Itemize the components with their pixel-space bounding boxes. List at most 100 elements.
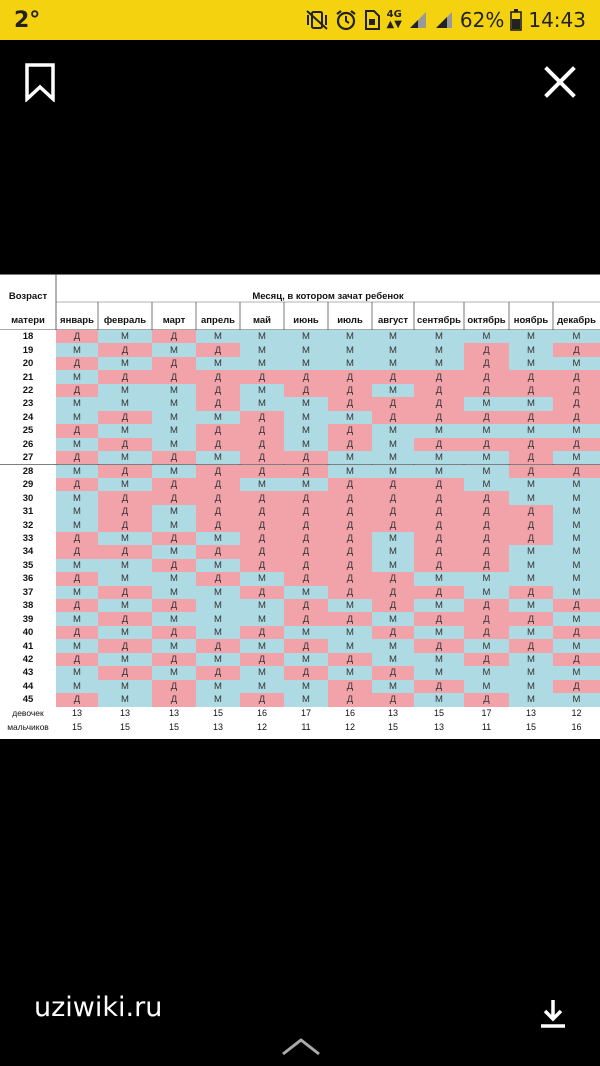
age-cell: 38: [0, 599, 56, 613]
status-icons: 4G ▲▼ 62% 14:43: [305, 8, 586, 32]
boy-cell: М: [509, 693, 553, 707]
girl-cell: Д: [328, 424, 372, 438]
boy-cell: М: [553, 504, 600, 519]
boy-cell: М: [372, 612, 414, 626]
boy-cell: М: [56, 612, 98, 626]
girl-cell: Д: [284, 464, 328, 478]
girl-cell: Д: [414, 558, 464, 573]
boy-cell: М: [464, 330, 509, 344]
boy-cell: М: [553, 639, 600, 653]
girl-cell: Д: [196, 464, 240, 478]
girl-cell: Д: [240, 545, 284, 559]
boy-cell: М: [509, 545, 553, 559]
boy-cell: М: [56, 558, 98, 573]
girl-cell: Д: [372, 625, 414, 640]
girl-cell: Д: [372, 666, 414, 680]
boy-cell: М: [196, 410, 240, 425]
girl-cell: Д: [464, 370, 509, 384]
boy-cell: М: [414, 625, 464, 640]
girl-cell: Д: [56, 330, 98, 344]
boy-cell: М: [152, 464, 196, 478]
girl-cell: Д: [509, 585, 553, 599]
boy-cell: М: [240, 679, 284, 694]
month-header: ноябрь: [513, 314, 549, 326]
girl-cell: Д: [328, 693, 372, 707]
boy-cell: М: [414, 330, 464, 344]
girl-cell: Д: [98, 437, 152, 452]
boy-cell: М: [152, 504, 196, 519]
girl-cell: Д: [414, 477, 464, 492]
age-cell: 42: [0, 652, 56, 667]
month-header: февраль: [103, 314, 147, 326]
girl-cell: Д: [284, 451, 328, 465]
boys-total-value: 11: [284, 720, 328, 734]
close-icon[interactable]: [540, 62, 580, 102]
girl-cell: Д: [152, 531, 196, 546]
boys-total-value: 12: [328, 720, 372, 734]
chevron-up-icon[interactable]: [279, 1034, 323, 1058]
girl-cell: Д: [509, 383, 553, 398]
boy-cell: М: [152, 666, 196, 680]
boy-cell: М: [56, 504, 98, 519]
month-header: март: [162, 314, 186, 326]
girl-cell: Д: [372, 410, 414, 425]
girl-cell: Д: [240, 437, 284, 452]
boy-cell: М: [196, 330, 240, 344]
girl-cell: Д: [98, 464, 152, 478]
girl-cell: Д: [196, 424, 240, 438]
boys-total-label: мальчиков: [0, 720, 56, 734]
boy-cell: М: [152, 612, 196, 626]
boy-cell: М: [509, 599, 553, 613]
boy-cell: М: [553, 424, 600, 438]
boy-cell: М: [98, 693, 152, 707]
boy-cell: М: [553, 491, 600, 505]
girl-cell: Д: [284, 558, 328, 573]
month-header: декабрь: [557, 314, 596, 326]
girl-cell: Д: [553, 370, 600, 384]
boy-cell: М: [553, 572, 600, 586]
girl-cell: Д: [56, 451, 98, 465]
girl-cell: Д: [98, 612, 152, 626]
girl-cell: Д: [464, 504, 509, 519]
bookmark-icon[interactable]: [22, 62, 58, 102]
boys-total-value: 16: [553, 720, 600, 734]
age-cell: 21: [0, 370, 56, 384]
age-cell: 19: [0, 343, 56, 357]
girl-cell: Д: [328, 612, 372, 626]
girl-cell: Д: [240, 585, 284, 599]
girl-cell: Д: [328, 572, 372, 586]
conception-table-image[interactable]: Возраст Месяц, в котором зачат ребенок мат…: [0, 274, 600, 739]
header-month-title: Месяц, в котором зачат ребенок: [252, 290, 404, 302]
boy-cell: М: [372, 343, 414, 357]
girls-total-value: 12: [553, 706, 600, 721]
girl-cell: Д: [152, 356, 196, 371]
weather-temperature: 2°: [14, 7, 41, 33]
boy-cell: М: [553, 666, 600, 680]
girl-cell: Д: [328, 679, 372, 694]
girls-total-value: 13: [509, 706, 553, 721]
girl-cell: Д: [414, 504, 464, 519]
girl-cell: Д: [284, 599, 328, 613]
girl-cell: Д: [509, 464, 553, 478]
boy-cell: М: [509, 572, 553, 586]
girl-cell: Д: [56, 531, 98, 546]
girl-cell: Д: [509, 451, 553, 465]
girl-cell: Д: [553, 410, 600, 425]
boy-cell: М: [284, 585, 328, 599]
source-site-label[interactable]: uziwiki.ru: [34, 992, 163, 1023]
boy-cell: М: [152, 545, 196, 559]
boy-cell: М: [152, 585, 196, 599]
boys-total-value: 11: [464, 720, 509, 734]
boy-cell: М: [553, 545, 600, 559]
boy-cell: М: [240, 477, 284, 492]
boy-cell: М: [240, 612, 284, 626]
download-icon[interactable]: [536, 996, 570, 1030]
girl-cell: Д: [196, 383, 240, 398]
boy-cell: М: [414, 652, 464, 667]
alarm-icon: [335, 10, 356, 31]
month-header: сентябрь: [416, 314, 461, 326]
girl-cell: Д: [152, 599, 196, 613]
boys-total-value: 15: [56, 720, 98, 734]
girl-cell: Д: [464, 343, 509, 357]
boy-cell: М: [284, 343, 328, 357]
